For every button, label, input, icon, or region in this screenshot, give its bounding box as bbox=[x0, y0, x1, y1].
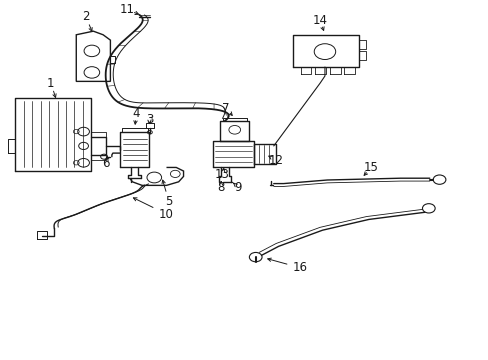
Text: 15: 15 bbox=[363, 161, 378, 174]
Text: 1: 1 bbox=[47, 77, 55, 90]
Text: 9: 9 bbox=[234, 181, 242, 194]
Text: 13: 13 bbox=[215, 168, 229, 181]
Text: 14: 14 bbox=[312, 14, 327, 27]
Text: 8: 8 bbox=[217, 181, 224, 194]
Text: 16: 16 bbox=[292, 261, 307, 274]
Text: 2: 2 bbox=[82, 10, 90, 23]
Text: 4: 4 bbox=[132, 107, 140, 120]
Text: 12: 12 bbox=[268, 154, 283, 167]
Text: 11: 11 bbox=[120, 3, 135, 16]
Text: 5: 5 bbox=[165, 195, 172, 208]
Text: 7: 7 bbox=[222, 102, 229, 115]
Text: 6: 6 bbox=[102, 157, 109, 170]
Text: 10: 10 bbox=[159, 208, 174, 221]
Text: 3: 3 bbox=[145, 113, 153, 126]
